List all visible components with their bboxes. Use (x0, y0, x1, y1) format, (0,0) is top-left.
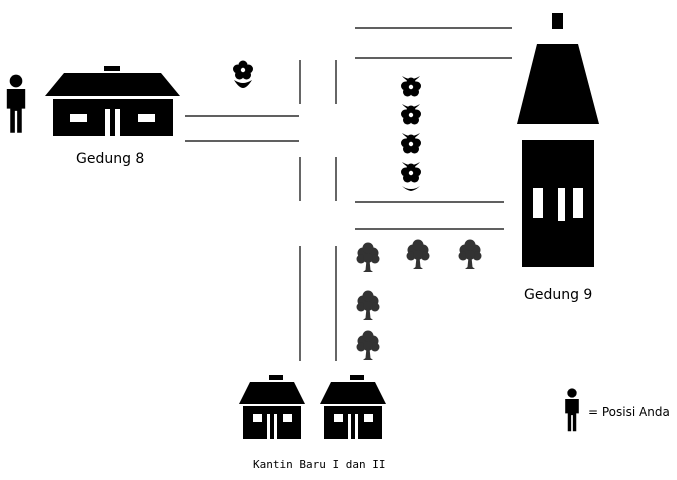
you-are-here-person-icon (6, 74, 26, 133)
building-9-tower-icon (517, 13, 599, 267)
canteen-2-house-icon (320, 375, 386, 439)
canteen-label: Kantin Baru I dan II (253, 458, 385, 471)
tree-icon (458, 239, 482, 269)
building-8-label: Gedung 8 (76, 151, 144, 167)
flower-icon (401, 104, 421, 125)
flower-column (401, 76, 421, 191)
tree-icon (356, 242, 380, 272)
canteen-1-house-icon (239, 375, 305, 439)
tree-icon (356, 290, 380, 320)
building-8-house-icon (45, 66, 180, 136)
road-lines (185, 27, 512, 361)
flower-icon (401, 76, 421, 97)
flower-icon (401, 162, 421, 183)
tree-icon (356, 330, 380, 360)
tree-group (356, 239, 482, 360)
flower-icon (401, 133, 421, 154)
building-9-label: Gedung 9 (524, 287, 592, 303)
legend-label: = Posisi Anda (588, 405, 670, 419)
tree-icon (406, 239, 430, 269)
flower-icon (233, 60, 253, 88)
legend-person-icon (565, 388, 579, 432)
